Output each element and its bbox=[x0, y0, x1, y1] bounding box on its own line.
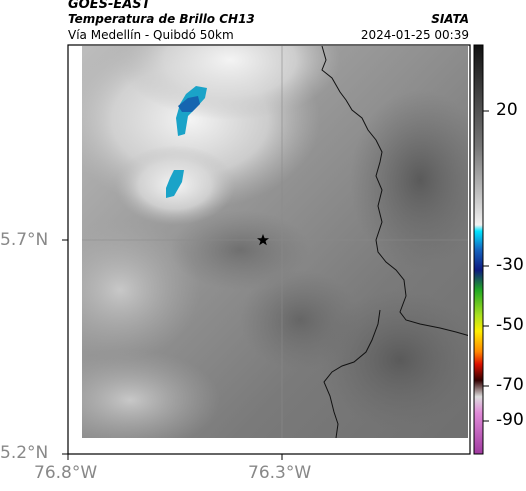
lon-label-2: 76.3°W bbox=[248, 463, 312, 483]
lat-label-1: 5.7°N bbox=[0, 230, 49, 250]
map-subtitle: Vía Medellín - Quibdó 50km bbox=[68, 28, 234, 42]
lon-label-1: 76.8°W bbox=[34, 463, 98, 483]
colorbar-label-minus70: -70 bbox=[496, 375, 524, 395]
lat-label-2: 5.2°N bbox=[0, 443, 49, 463]
colorbar-label-minus30: -30 bbox=[496, 255, 524, 275]
organization-label: SIATA bbox=[431, 12, 469, 26]
star-icon bbox=[257, 234, 269, 246]
product-title: Temperatura de Brillo CH13 bbox=[68, 12, 255, 26]
timestamp-label: 2024-01-25 00:39 bbox=[360, 28, 469, 42]
brightness-temperature-image bbox=[82, 46, 468, 438]
colorbar-label-minus50: -50 bbox=[496, 315, 524, 335]
map-title: GOES-EAST bbox=[68, 0, 151, 12]
department-boundary bbox=[321, 46, 468, 336]
colorbar bbox=[473, 44, 484, 455]
cold-cloud-south bbox=[166, 170, 184, 198]
colorbar-label-minus90: -90 bbox=[496, 410, 524, 430]
colorbar-label-20: 20 bbox=[496, 100, 518, 120]
